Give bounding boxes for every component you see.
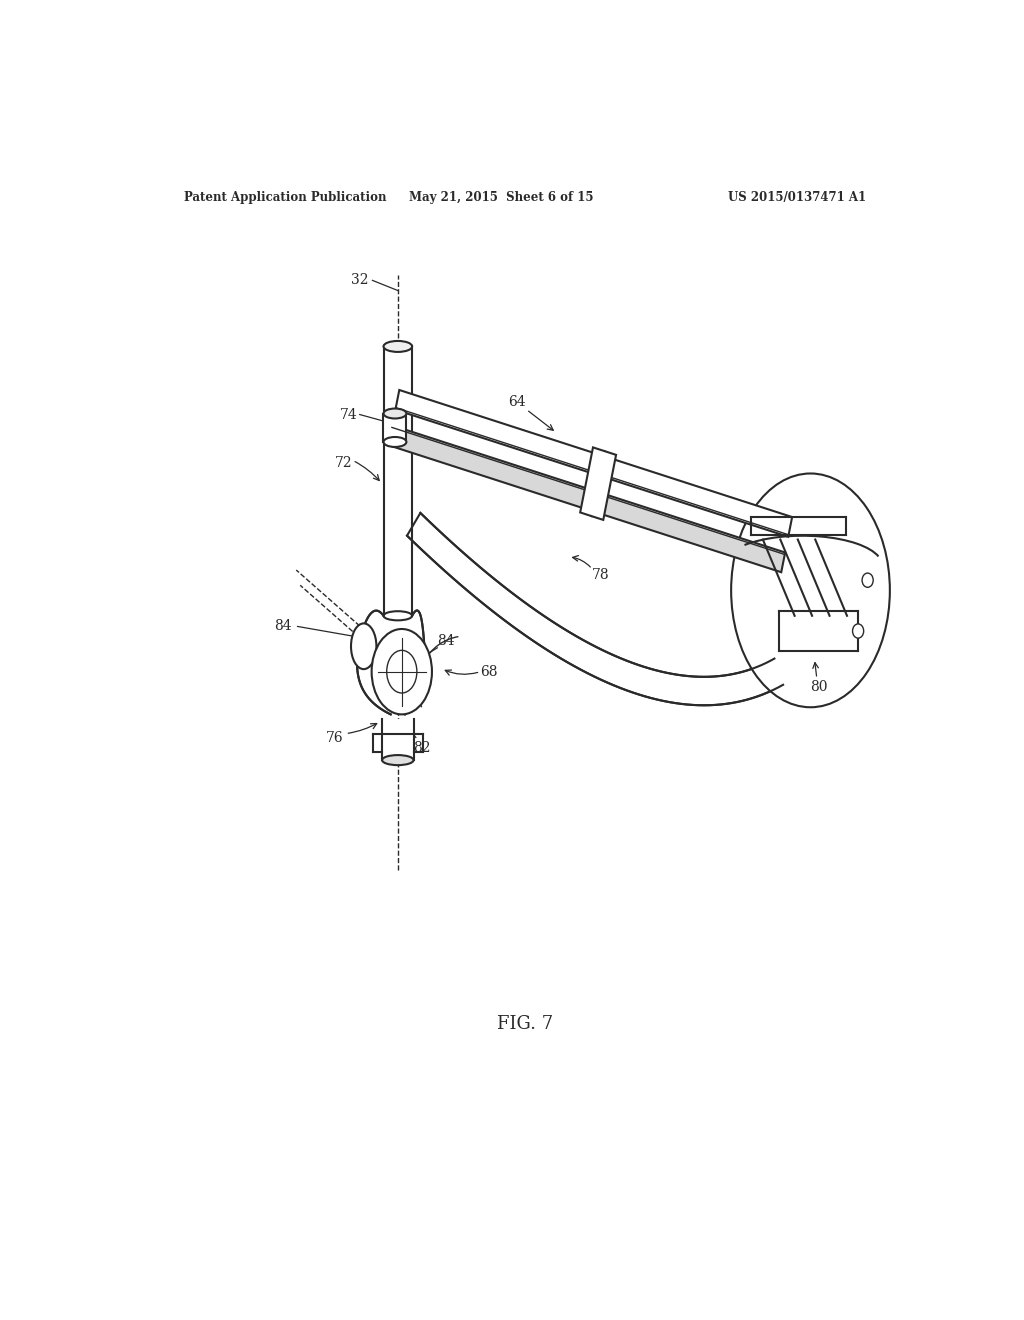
Text: 32: 32 xyxy=(351,273,369,288)
Bar xyxy=(384,346,412,615)
Circle shape xyxy=(862,573,873,587)
Polygon shape xyxy=(388,425,785,573)
Text: 84: 84 xyxy=(436,634,455,648)
Ellipse shape xyxy=(731,474,890,708)
Ellipse shape xyxy=(351,623,377,669)
Ellipse shape xyxy=(384,341,412,352)
Text: Patent Application Publication: Patent Application Publication xyxy=(183,190,386,203)
Text: 72: 72 xyxy=(335,457,352,470)
Text: 80: 80 xyxy=(810,680,827,694)
Ellipse shape xyxy=(372,630,432,714)
Polygon shape xyxy=(357,610,426,714)
Ellipse shape xyxy=(384,437,407,447)
Text: 84: 84 xyxy=(274,619,292,634)
Text: 64: 64 xyxy=(508,395,525,409)
Text: 74: 74 xyxy=(340,408,357,421)
Ellipse shape xyxy=(387,651,417,693)
Text: 82: 82 xyxy=(413,741,430,755)
Text: 68: 68 xyxy=(480,665,498,678)
Text: 78: 78 xyxy=(592,568,609,582)
Text: FIG. 7: FIG. 7 xyxy=(497,1015,553,1034)
Ellipse shape xyxy=(384,611,412,620)
Text: May 21, 2015  Sheet 6 of 15: May 21, 2015 Sheet 6 of 15 xyxy=(409,190,593,203)
Ellipse shape xyxy=(384,408,407,418)
Text: US 2015/0137471 A1: US 2015/0137471 A1 xyxy=(728,190,866,203)
Ellipse shape xyxy=(382,755,414,766)
Polygon shape xyxy=(581,447,616,520)
Polygon shape xyxy=(407,513,783,705)
Bar xyxy=(383,413,406,442)
Circle shape xyxy=(853,624,863,638)
Polygon shape xyxy=(395,389,793,537)
Bar xyxy=(382,719,414,760)
Text: 76: 76 xyxy=(326,731,343,744)
